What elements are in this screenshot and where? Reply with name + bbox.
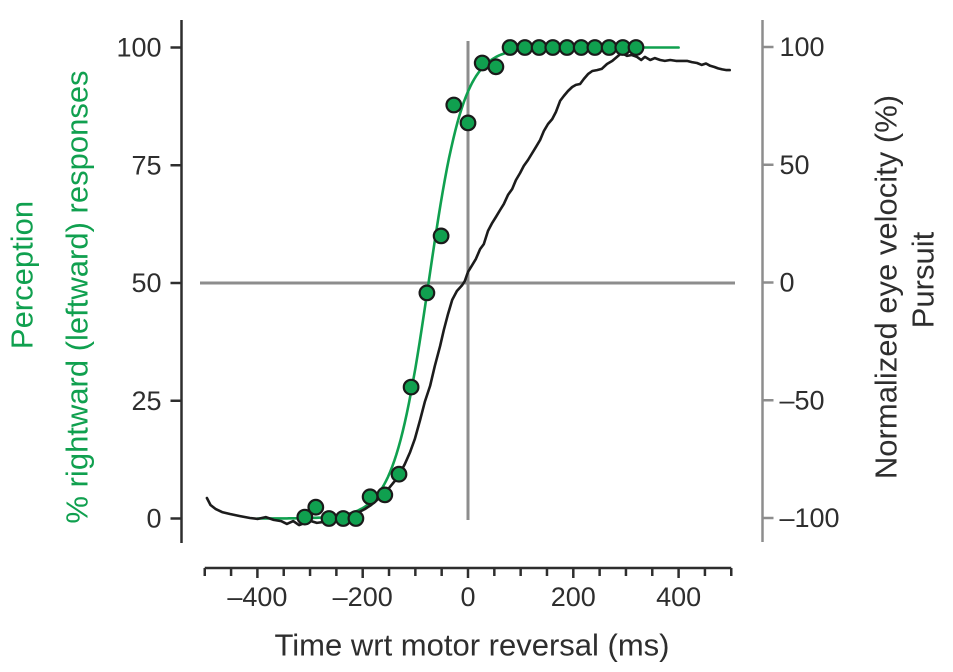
perception-data-point (501, 39, 519, 56)
left-y-axis-tick-label: 100 (116, 33, 161, 63)
perception-data-point (530, 39, 548, 56)
perception-data-point (402, 378, 420, 396)
x-axis-title: Time wrt motor reversal (ms) (274, 627, 670, 663)
right-y-axis-tick-label: 0 (780, 268, 795, 298)
left-y-axis-tick-label: 75 (131, 150, 161, 180)
perception-data-point (516, 39, 534, 56)
x-axis-tick-label: –200 (333, 582, 393, 612)
perception-data-point (307, 498, 325, 516)
right-axis-title-pursuit: Pursuit (905, 231, 941, 329)
perception-data-point (487, 58, 505, 76)
perception-data-point (376, 486, 394, 504)
right-y-axis-tick-label: 100 (780, 32, 825, 62)
perception-data-point (572, 39, 590, 56)
right-y-axis-tick-label: –50 (780, 385, 825, 415)
right-axis-title-velocity: Normalized eye velocity (%) (868, 94, 904, 480)
left-axis-title-perception: Perception (4, 200, 40, 350)
right-y-axis-tick-label: –100 (780, 503, 840, 533)
perception-data-point (586, 39, 604, 56)
left-y-axis-tick-label: 50 (131, 268, 161, 298)
perception-data-point (361, 488, 379, 506)
perception-data-point (390, 465, 408, 483)
perception-data-point (558, 39, 576, 56)
perception-data-point (627, 39, 645, 56)
perception-data-point (418, 284, 436, 302)
perception-data-point (445, 96, 463, 114)
perception-data-point (600, 39, 618, 56)
x-axis-tick-label: 200 (551, 582, 596, 612)
perception-data-point (347, 510, 365, 527)
left-axis-title-responses: % rightward (leftward) responses (59, 70, 95, 524)
perception-data-point (432, 227, 450, 245)
x-axis-tick-label: 0 (460, 582, 475, 612)
x-axis-tick-label: 400 (656, 582, 701, 612)
left-y-axis-tick-label: 0 (146, 504, 161, 534)
perception-data-point (296, 508, 314, 526)
left-y-axis-tick-label: 25 (131, 386, 161, 416)
right-y-axis-tick-label: 50 (780, 150, 810, 180)
x-axis-tick-label: –400 (227, 582, 287, 612)
perception-data-point (473, 54, 491, 72)
perception-data-point (459, 114, 477, 132)
perception-data-point (544, 39, 562, 56)
perception-data-point (320, 510, 338, 527)
